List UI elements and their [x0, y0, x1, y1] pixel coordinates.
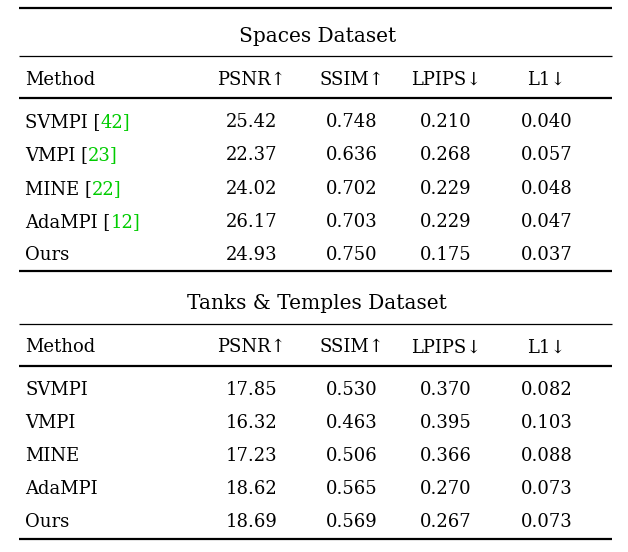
Text: 0.366: 0.366: [420, 447, 472, 465]
Text: 0.103: 0.103: [521, 414, 572, 432]
Text: 0.370: 0.370: [420, 381, 472, 399]
Text: VMPI: VMPI: [25, 414, 75, 432]
Text: 0.088: 0.088: [521, 447, 572, 465]
Text: Method: Method: [25, 71, 95, 89]
Text: 0.037: 0.037: [521, 246, 572, 264]
Text: SVMPI [: SVMPI [: [25, 113, 100, 131]
Text: 0.530: 0.530: [326, 381, 377, 399]
Text: 0.569: 0.569: [326, 513, 377, 532]
Text: 0.229: 0.229: [420, 179, 472, 198]
Text: 25.42: 25.42: [225, 113, 277, 131]
Text: 0.057: 0.057: [521, 146, 572, 164]
Text: L1↓: L1↓: [527, 338, 566, 357]
Text: 17.85: 17.85: [225, 381, 277, 399]
Text: 0.748: 0.748: [326, 113, 377, 131]
Text: 0.395: 0.395: [420, 414, 472, 432]
Text: Spaces Dataset: Spaces Dataset: [239, 26, 396, 46]
Text: 0.047: 0.047: [521, 213, 572, 231]
Text: 0.048: 0.048: [521, 179, 572, 198]
Text: L1↓: L1↓: [527, 71, 566, 89]
Text: SVMPI: SVMPI: [25, 381, 88, 399]
Text: 0.636: 0.636: [326, 146, 377, 164]
Text: SSIM↑: SSIM↑: [319, 338, 384, 357]
Text: AdaMPI: AdaMPI: [25, 480, 98, 498]
Text: 24.93: 24.93: [225, 246, 277, 264]
Text: SSIM↑: SSIM↑: [319, 71, 384, 89]
Text: LPIPS↓: LPIPS↓: [411, 338, 481, 357]
Text: 18.62: 18.62: [225, 480, 277, 498]
Text: 42]: 42]: [100, 113, 130, 131]
Text: 0.565: 0.565: [326, 480, 377, 498]
Text: 22.37: 22.37: [225, 146, 277, 164]
Text: PSNR↑: PSNR↑: [217, 71, 286, 89]
Text: 17.23: 17.23: [225, 447, 277, 465]
Text: 0.082: 0.082: [521, 381, 572, 399]
Text: Ours: Ours: [25, 513, 69, 532]
Text: PSNR↑: PSNR↑: [217, 338, 286, 357]
Text: 0.268: 0.268: [420, 146, 472, 164]
Text: AdaMPI [: AdaMPI [: [25, 213, 111, 231]
Text: 12]: 12]: [111, 213, 140, 231]
Text: 0.267: 0.267: [420, 513, 472, 532]
Text: 23]: 23]: [88, 146, 118, 164]
Text: Method: Method: [25, 338, 95, 357]
Text: 26.17: 26.17: [225, 213, 277, 231]
Text: 0.210: 0.210: [420, 113, 472, 131]
Text: 0.073: 0.073: [521, 513, 572, 532]
Text: 0.750: 0.750: [326, 246, 377, 264]
Text: 24.02: 24.02: [225, 179, 277, 198]
Text: 0.175: 0.175: [420, 246, 472, 264]
Text: Tanks & Temples Dataset: Tanks & Temples Dataset: [187, 294, 447, 313]
Text: 18.69: 18.69: [225, 513, 277, 532]
Text: MINE: MINE: [25, 447, 79, 465]
Text: MINE [: MINE [: [25, 179, 92, 198]
Text: 22]: 22]: [92, 179, 122, 198]
Text: VMPI [: VMPI [: [25, 146, 88, 164]
Text: 0.270: 0.270: [420, 480, 472, 498]
Text: 0.463: 0.463: [326, 414, 377, 432]
Text: 0.073: 0.073: [521, 480, 572, 498]
Text: 0.506: 0.506: [326, 447, 377, 465]
Text: 16.32: 16.32: [225, 414, 277, 432]
Text: 0.229: 0.229: [420, 213, 472, 231]
Text: 0.702: 0.702: [326, 179, 377, 198]
Text: LPIPS↓: LPIPS↓: [411, 71, 481, 89]
Text: Ours: Ours: [25, 246, 69, 264]
Text: 0.040: 0.040: [521, 113, 572, 131]
Text: 0.703: 0.703: [326, 213, 377, 231]
